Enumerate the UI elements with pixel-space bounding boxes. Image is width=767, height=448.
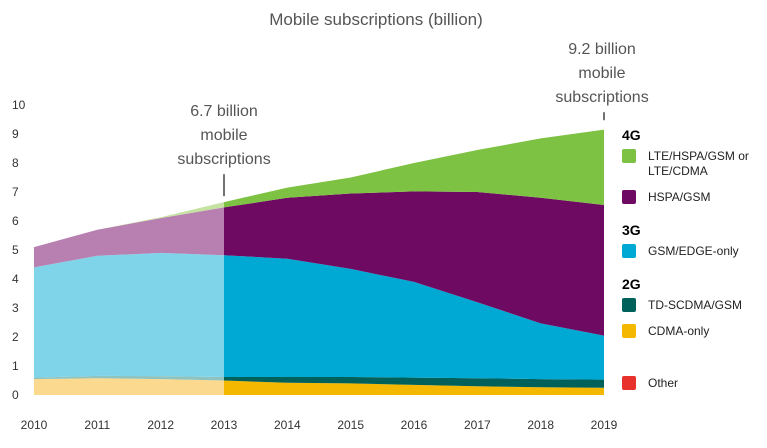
annotation-text: 6.7 billion: [190, 103, 258, 120]
y-tick-label: 7: [12, 185, 19, 199]
historical-areas: [34, 202, 224, 395]
legend-swatch-cdma: [622, 324, 636, 338]
annotation-text: subscriptions: [177, 151, 270, 168]
y-tick-label: 9: [12, 127, 19, 141]
x-tick-label: 2018: [527, 418, 554, 432]
x-tick-label: 2014: [274, 418, 301, 432]
area-hspa-forecast: [224, 191, 604, 336]
chart-title: Mobile subscriptions (billion): [269, 10, 483, 29]
legend-item-label: CDMA-only: [648, 324, 709, 338]
area-gsmedge-historical: [34, 252, 224, 378]
y-tick-label: 8: [12, 156, 19, 170]
annotation-text: mobile: [578, 65, 625, 82]
x-tick-label: 2012: [147, 418, 174, 432]
area-tdscdma-forecast: [224, 377, 604, 388]
area-lte-forecast: [224, 129, 604, 208]
y-tick-label: 4: [12, 272, 19, 286]
legend-item-label: GSM/EDGE-only: [648, 244, 739, 258]
area-gsmedge-forecast: [224, 255, 604, 380]
legend-swatch-other: [622, 376, 636, 390]
x-tick-label: 2015: [337, 418, 364, 432]
legend-group-label: 4G: [622, 127, 641, 143]
x-tick-label: 2017: [464, 418, 491, 432]
x-tick-label: 2010: [21, 418, 48, 432]
legend-swatch-hspa: [622, 190, 636, 204]
area-cdma-historical: [34, 378, 224, 395]
x-tick-label: 2016: [401, 418, 428, 432]
legend-swatch-lte: [622, 149, 636, 163]
y-tick-label: 10: [12, 98, 26, 112]
y-tick-label: 2: [12, 330, 19, 344]
forecast-areas: [224, 129, 604, 395]
annotation-text: 9.2 billion: [568, 41, 636, 58]
x-tick-label: 2013: [211, 418, 238, 432]
legend-item-label: TD-SCDMA/GSM: [648, 298, 742, 312]
legend-swatch-tdscdma: [622, 298, 636, 312]
legend-item-label: Other: [648, 376, 678, 390]
y-tick-label: 3: [12, 301, 19, 315]
y-tick-label: 6: [12, 214, 19, 228]
area-tdscdma-historical: [34, 375, 224, 381]
legend-item-label: HSPA/GSM: [648, 190, 710, 204]
area-hspa-historical: [34, 207, 224, 268]
legend-item-label: LTE/HSPA/GSM or: [648, 149, 749, 163]
x-tick-label: 2019: [591, 418, 618, 432]
y-tick-label: 1: [12, 359, 19, 373]
y-tick-label: 0: [12, 388, 19, 402]
legend-group-label: 3G: [622, 222, 641, 238]
legend-group-label: 2G: [622, 276, 641, 292]
annotation-text: subscriptions: [555, 89, 648, 106]
area-cdma-forecast: [224, 380, 604, 395]
annotation-text: mobile: [200, 127, 247, 144]
legend-swatch-gsmedge: [622, 244, 636, 258]
x-tick-label: 2011: [84, 418, 110, 432]
legend-item-label: LTE/CDMA: [648, 164, 708, 178]
y-tick-label: 5: [12, 243, 19, 257]
